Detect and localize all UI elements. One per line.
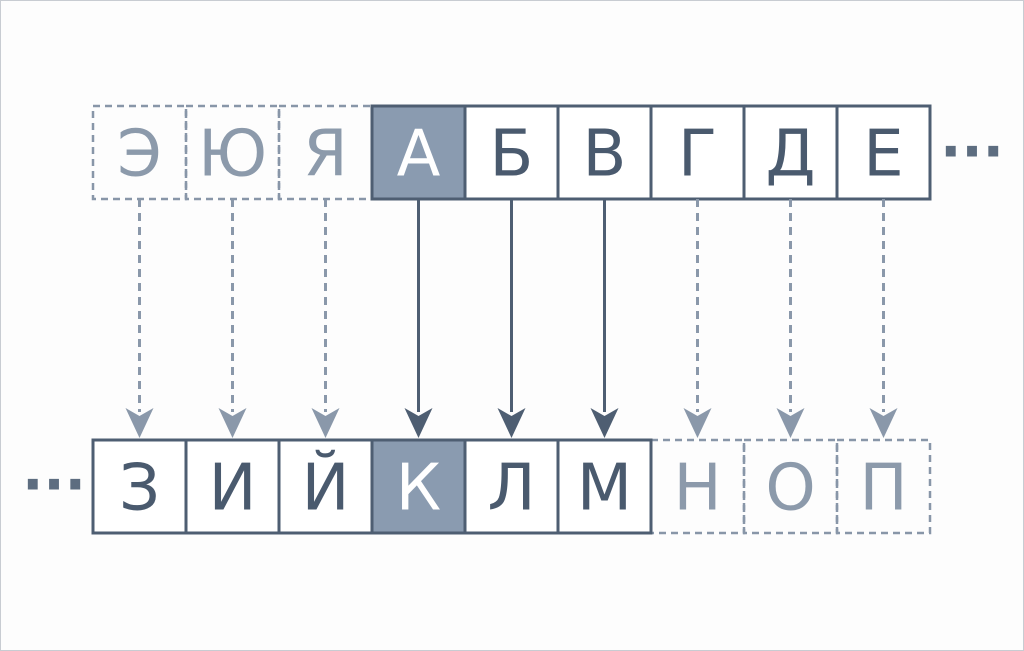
bottom-cell-4: [463, 438, 560, 535]
arrow-head-0: [125, 408, 154, 438]
top-letter-6: Г: [678, 118, 717, 192]
top-cell-6: [649, 104, 746, 201]
arrow-head-5: [590, 408, 619, 438]
bottom-cell-7: [742, 438, 839, 535]
top-letter-7: Д: [766, 118, 816, 192]
bottom-ellipsis: ···: [22, 453, 86, 518]
bottom-cell-5: [556, 438, 653, 535]
top-letter-0: Э: [117, 118, 162, 192]
bottom-cell-0: [91, 438, 188, 535]
top-ellipsis: ···: [940, 120, 1004, 185]
top-cell-5: [556, 104, 653, 201]
top-letter-5: В: [583, 118, 627, 192]
bottom-cell-8: [835, 438, 932, 535]
bottom-letter-7: О: [765, 452, 815, 526]
bottom-letter-2: Й: [302, 450, 350, 526]
bottom-letter-5: М: [577, 452, 632, 526]
arrows: [125, 199, 898, 438]
arrow-head-3: [404, 408, 433, 438]
arrow-head-6: [683, 408, 712, 438]
bottom-cell-1: [184, 438, 281, 535]
arrow-head-2: [311, 408, 340, 438]
bottom-letter-6: Н: [673, 452, 721, 526]
bottom-letter-0: З: [119, 452, 160, 526]
arrow-head-1: [218, 408, 247, 438]
bottom-letter-1: И: [209, 452, 257, 526]
top-letter-2: Я: [303, 118, 347, 192]
top-letter-1: Ю: [198, 118, 267, 192]
top-cell-8: [835, 104, 932, 201]
bottom-letter-3: К: [396, 452, 441, 526]
arrow-head-8: [869, 408, 898, 438]
bottom-letter-4: Л: [487, 452, 535, 526]
bottom-cell-3: [370, 438, 467, 535]
bottom-letter-8: П: [859, 452, 907, 526]
arrow-head-7: [776, 408, 805, 438]
top-letter-8: Е: [863, 118, 903, 192]
bottom-cell-2: [277, 438, 374, 535]
arrow-head-4: [497, 408, 526, 438]
top-letter-3: А: [397, 118, 441, 192]
top-letter-4: Б: [490, 118, 534, 192]
top-cell-3: [370, 104, 467, 201]
